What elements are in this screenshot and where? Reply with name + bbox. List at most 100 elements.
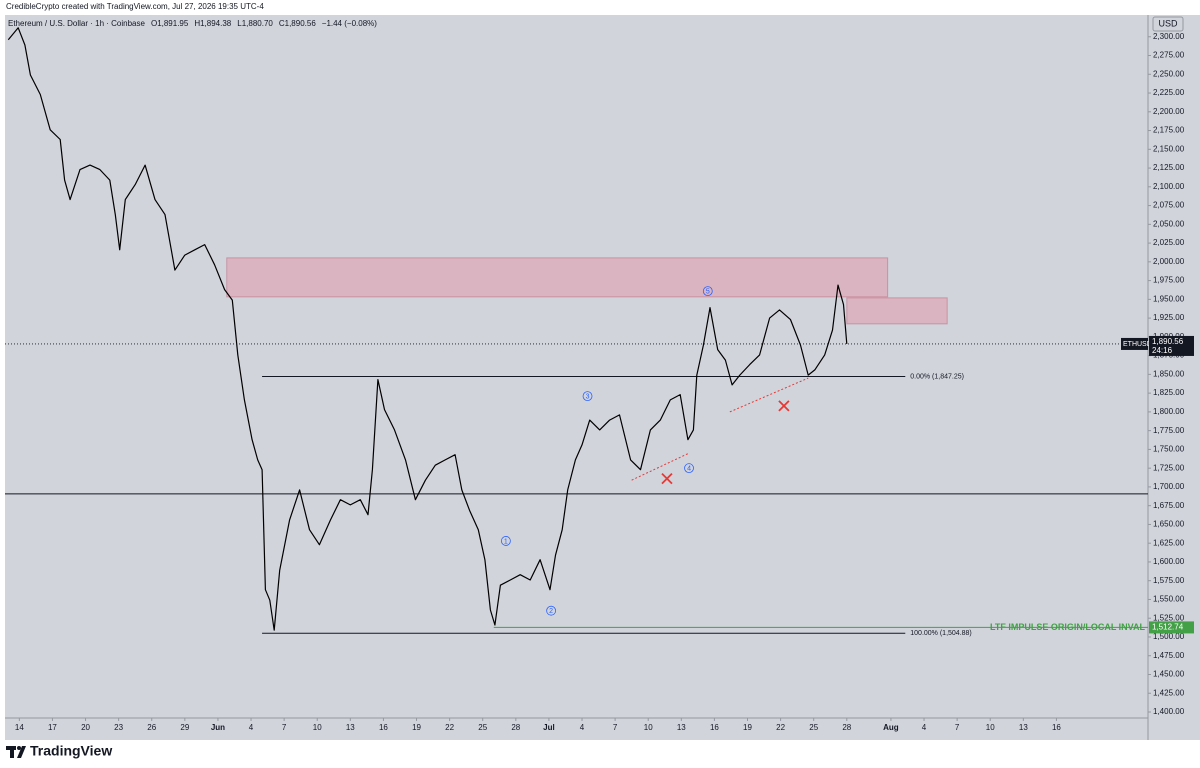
footer-logo — [6, 746, 26, 758]
y-tick-label: 1,425.00 — [1153, 688, 1185, 697]
invalidation-tag-label: 1,512.74 — [1152, 623, 1184, 632]
invalid-cross — [778, 400, 790, 412]
price-axis-background — [1148, 15, 1200, 740]
x-tick-label: 7 — [282, 723, 287, 732]
cross-stroke — [778, 400, 790, 412]
legend-key: L — [237, 19, 242, 28]
x-tick-label: 13 — [346, 723, 355, 732]
y-tick-label: 1,450.00 — [1153, 670, 1185, 679]
x-tick-label: 25 — [809, 723, 818, 732]
currency: USD — [1158, 18, 1178, 28]
y-tick-label: 1,625.00 — [1153, 538, 1185, 547]
wave-marker — [702, 286, 713, 296]
x-tick-label: 13 — [677, 723, 686, 732]
wave-marker — [582, 391, 593, 402]
time-axis-background — [5, 718, 1148, 740]
x-tick-label: 7 — [613, 723, 618, 732]
y-tick-label: 2,075.00 — [1153, 201, 1185, 210]
y-tick-label: 1,800.00 — [1153, 407, 1185, 416]
legend-key: H — [194, 19, 200, 28]
x-tick-label: 13 — [1019, 723, 1028, 732]
price-line — [7, 27, 848, 631]
x-tick-label: 14 — [15, 723, 24, 732]
x-tick-label: 19 — [412, 723, 421, 732]
wave-marker — [684, 463, 694, 474]
x-tick-label: 19 — [743, 723, 752, 732]
trendline — [631, 452, 690, 481]
symbol-tag — [1121, 337, 1148, 350]
y-tick-label: 1,950.00 — [1153, 294, 1185, 303]
y-tick-label: 1,550.00 — [1153, 595, 1185, 604]
y-tick-label: 2,300.00 — [1153, 32, 1185, 41]
y-tick-label: 1,700.00 — [1153, 482, 1185, 491]
x-tick-label: 4 — [922, 723, 927, 732]
legend-value: 1,891.95 — [157, 19, 189, 28]
header: CredibleCrypto created with TradingView.… — [6, 2, 264, 11]
legend-key: O — [151, 19, 157, 28]
invalidation-tag — [1149, 621, 1194, 634]
legend-change: −1.44 (−0.08%) — [322, 19, 377, 28]
y-tick-label: 2,150.00 — [1153, 144, 1185, 153]
wave-marker — [500, 536, 511, 546]
y-tick-label: 2,175.00 — [1153, 126, 1185, 135]
y-tick-label: 1,525.00 — [1153, 613, 1185, 622]
x-tick-label: 20 — [81, 723, 90, 732]
symbol-tag-label: ETHUSD — [1123, 341, 1152, 348]
price-tag-countdown: 24:16 — [1152, 346, 1173, 355]
supply-zone — [226, 257, 889, 298]
y-tick-label: 1,575.00 — [1153, 576, 1185, 585]
legend-value: 1,894.38 — [200, 19, 232, 28]
legend-symbol: Ethereum / U.S. Dollar · 1h · Coinbase — [8, 19, 145, 28]
invalidation-text: LTF IMPULSE ORIGIN/LOCAL INVAL — [990, 622, 1145, 632]
x-tick-label: 17 — [48, 723, 57, 732]
x-tick-label: 22 — [445, 723, 454, 732]
footer-brand: TradingView — [30, 743, 112, 759]
legend: Ethereum / U.S. Dollar · 1h · Coinbase O1… — [8, 19, 377, 28]
x-tick-label: 23 — [114, 723, 123, 732]
x-tick-label: 7 — [955, 723, 960, 732]
y-tick-label: 2,050.00 — [1153, 219, 1185, 228]
y-tick-label: 1,825.00 — [1153, 388, 1185, 397]
x-tick-label: Aug — [883, 723, 899, 732]
x-tick-label: 10 — [644, 723, 653, 732]
wave-label: 5 — [706, 288, 710, 295]
x-tick-label: 10 — [313, 723, 322, 732]
wave-marker — [546, 605, 557, 616]
y-tick-label: 2,025.00 — [1153, 238, 1185, 247]
y-tick-label: 2,000.00 — [1153, 257, 1185, 266]
x-tick-label: 22 — [776, 723, 785, 732]
wave-label: 2 — [549, 608, 553, 615]
x-tick-label: 4 — [580, 723, 585, 732]
y-tick-label: 1,475.00 — [1153, 651, 1185, 660]
y-tick-label: 1,400.00 — [1153, 707, 1185, 716]
x-tick-label: 4 — [249, 723, 254, 732]
cross-stroke — [661, 473, 673, 485]
plot-background — [5, 15, 1148, 718]
x-tick-label: 26 — [147, 723, 156, 732]
x-tick-label: 16 — [379, 723, 388, 732]
wave-label: 3 — [586, 393, 590, 400]
y-tick-label: 2,200.00 — [1153, 107, 1185, 116]
y-tick-label: 1,500.00 — [1153, 632, 1185, 641]
y-tick-label: 1,750.00 — [1153, 445, 1185, 454]
price-tag — [1149, 335, 1194, 356]
x-tick-label: 28 — [842, 723, 851, 732]
fib-label: 0.00% (1,847.25) — [910, 373, 964, 380]
x-tick-label: 16 — [710, 723, 719, 732]
y-tick-label: 2,250.00 — [1153, 69, 1185, 78]
y-tick-label: 1,925.00 — [1153, 313, 1185, 322]
y-tick-label: 1,650.00 — [1153, 520, 1185, 529]
x-tick-label: 16 — [1052, 723, 1061, 732]
y-tick-label: 1,975.00 — [1153, 276, 1185, 285]
wave-label: 4 — [687, 466, 691, 473]
y-tick-label: 1,775.00 — [1153, 426, 1185, 435]
y-tick-label: 1,675.00 — [1153, 501, 1185, 510]
x-tick-label: 25 — [478, 723, 487, 732]
y-tick-label: 2,125.00 — [1153, 163, 1185, 172]
y-tick-label: 1,725.00 — [1153, 463, 1185, 472]
x-tick-label: 28 — [511, 723, 520, 732]
y-tick-label: 2,100.00 — [1153, 182, 1185, 191]
legend-value: 1,890.56 — [285, 19, 317, 28]
